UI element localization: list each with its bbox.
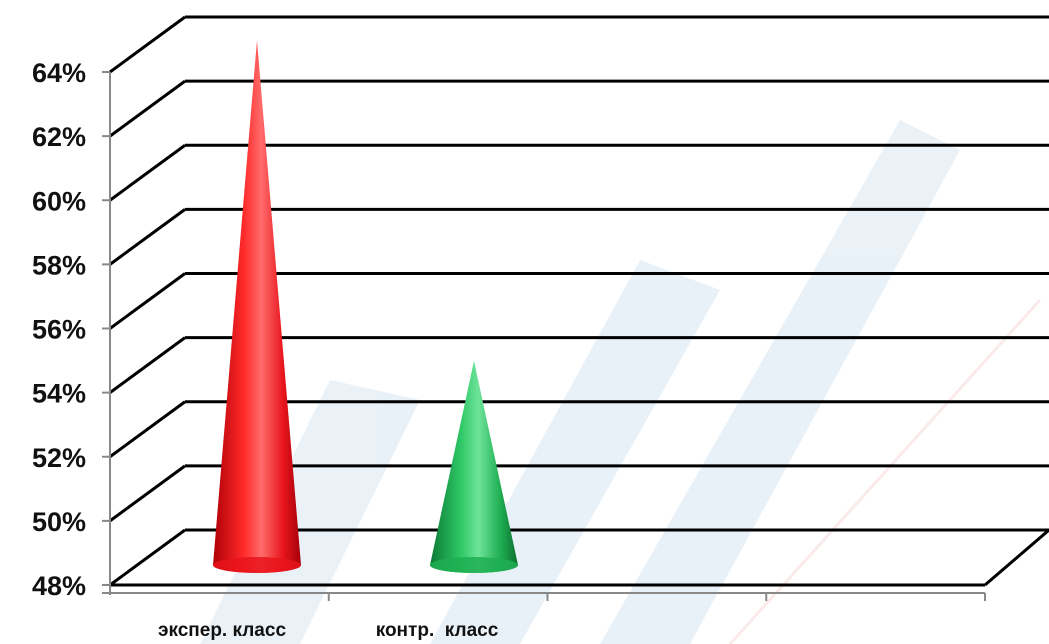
grid-line-wall (109, 528, 186, 587)
cone-base (213, 557, 301, 573)
y-tick-label: 48% (32, 571, 86, 601)
grid-line-wall (109, 144, 186, 202)
y-tick-label: 62% (32, 122, 86, 152)
y-tick-label: 64% (32, 58, 86, 88)
y-tick-labels: 48% 50% 52% 54% 56% 58% 60% 62% 64% (32, 58, 86, 601)
cone-base (430, 557, 518, 573)
y-tick-label: 58% (32, 250, 86, 280)
grid-line-wall (109, 272, 186, 330)
category-label: контр. класс (376, 620, 499, 641)
x-axis-ticks (327, 593, 986, 601)
y-tick-label: 52% (32, 443, 86, 473)
floor-edge-right (984, 528, 1049, 587)
y-tick-label: 60% (32, 186, 86, 216)
y-tick-label: 50% (32, 507, 86, 537)
grid-line-wall (109, 464, 186, 523)
watermark-graphic (200, 120, 1042, 644)
y-tick-label: 56% (32, 315, 86, 345)
grid-lines (109, 15, 1049, 587)
cone-bar (213, 40, 301, 574)
category-label: экспер. класс (158, 620, 286, 641)
cone-body (213, 40, 301, 574)
grid-line-wall (109, 400, 186, 458)
y-tick-label: 54% (32, 379, 86, 409)
y-axis (102, 71, 985, 595)
category-labels: экспер. класс контр. класс (158, 620, 499, 641)
grid-line-wall (109, 15, 186, 74)
grid-line-wall (109, 79, 186, 138)
grid-line-wall (109, 208, 186, 266)
cone-bar (430, 361, 518, 573)
cone-series (213, 40, 518, 574)
grid-line-wall (109, 336, 186, 394)
cone-body (430, 361, 518, 573)
